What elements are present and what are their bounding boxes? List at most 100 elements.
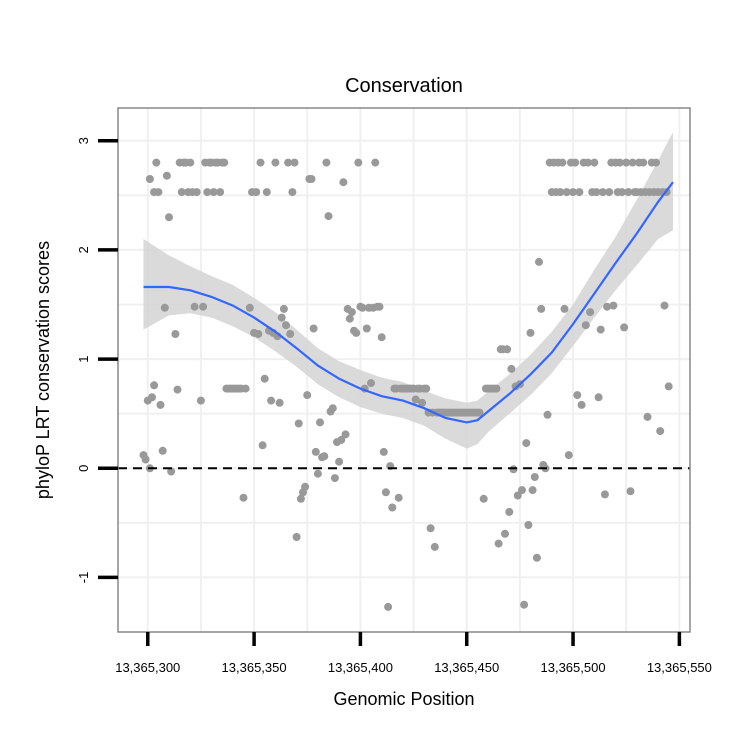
y-tick-label: 2 (76, 246, 91, 253)
data-point (320, 452, 329, 461)
data-point (284, 158, 293, 167)
data-point (652, 158, 660, 167)
data-point (286, 330, 295, 338)
data-point (577, 400, 586, 409)
data-point (381, 488, 390, 497)
data-point (303, 391, 312, 400)
data-point (216, 188, 225, 197)
data-point (626, 487, 635, 496)
data-point (279, 304, 288, 313)
data-point (196, 396, 205, 405)
confidence-band (143, 132, 673, 449)
data-point (152, 158, 161, 167)
data-point (324, 212, 333, 221)
data-point (345, 314, 354, 323)
data-point (177, 188, 186, 197)
data-point (190, 302, 199, 311)
data-point (479, 494, 488, 503)
data-point (145, 175, 154, 183)
data-point (311, 447, 320, 456)
data-point (586, 308, 595, 317)
data-point (267, 396, 276, 405)
x-axis-ticks: 13,365,300 13,365,350 13,365,400 13,365,450… (115, 632, 712, 675)
data-point (171, 330, 180, 338)
data-point (150, 381, 159, 390)
data-point (639, 158, 648, 167)
data-point (620, 323, 629, 332)
data-point (537, 304, 546, 313)
data-point (503, 345, 512, 354)
data-point (167, 467, 176, 476)
data-point (518, 486, 526, 495)
data-point (301, 482, 310, 491)
data-point (522, 439, 531, 448)
data-point (664, 382, 673, 391)
data-point (337, 435, 346, 444)
data-point (254, 330, 263, 338)
data-point (598, 188, 607, 197)
data-point (358, 303, 367, 312)
data-point (564, 451, 573, 460)
data-point (290, 158, 299, 167)
data-point (384, 602, 393, 611)
y-axis-label: phyloP LRT conservation scores (33, 241, 53, 499)
data-point (524, 521, 533, 529)
data-point (418, 398, 427, 407)
data-point (426, 524, 435, 533)
data-point (296, 494, 305, 503)
plot-frame (117, 107, 691, 633)
data-point (239, 493, 248, 502)
data-point (322, 158, 331, 167)
data-point (596, 325, 605, 334)
data-point (362, 324, 371, 333)
data-point (581, 321, 590, 330)
data-point (260, 374, 269, 383)
data-point (335, 457, 344, 466)
x-tick-label: 13,365,450 (434, 660, 499, 675)
data-point (583, 158, 592, 167)
data-point (528, 486, 537, 495)
data-point (375, 302, 384, 311)
data-point (575, 188, 584, 197)
data-point (562, 188, 571, 197)
data-point (288, 188, 297, 197)
data-point (624, 188, 633, 197)
data-point (422, 384, 431, 393)
data-point (501, 529, 509, 538)
data-point (526, 328, 535, 337)
data-point (505, 507, 514, 516)
data-point (292, 533, 301, 541)
data-point (209, 188, 218, 197)
data-point (622, 158, 631, 167)
data-point (394, 493, 403, 502)
data-point (615, 158, 624, 167)
data-point (313, 469, 322, 478)
data-point (162, 171, 171, 180)
y-tick-label: 1 (76, 355, 91, 362)
data-point (628, 158, 637, 167)
data-point (494, 539, 503, 548)
x-tick-label: 13,365,500 (541, 660, 606, 675)
data-point (316, 418, 324, 427)
data-point (252, 188, 261, 197)
data-point (275, 398, 284, 407)
data-point (241, 384, 250, 393)
data-point (379, 447, 388, 456)
data-point (618, 188, 626, 197)
data-point (354, 158, 363, 167)
data-point (148, 393, 156, 402)
data-point (156, 400, 165, 409)
y-tick-label: -1 (76, 572, 91, 584)
data-point (492, 384, 501, 393)
smooth-trend-line (143, 181, 674, 424)
y-tick-label: 0 (76, 465, 91, 472)
confidence-band-area (143, 132, 673, 449)
data-point (377, 333, 386, 342)
data-point (341, 430, 350, 439)
data-point (573, 391, 582, 400)
data-point (258, 441, 267, 450)
panel-background (118, 108, 690, 632)
data-point (643, 412, 652, 421)
data-point (656, 427, 665, 436)
data-point (330, 474, 339, 483)
